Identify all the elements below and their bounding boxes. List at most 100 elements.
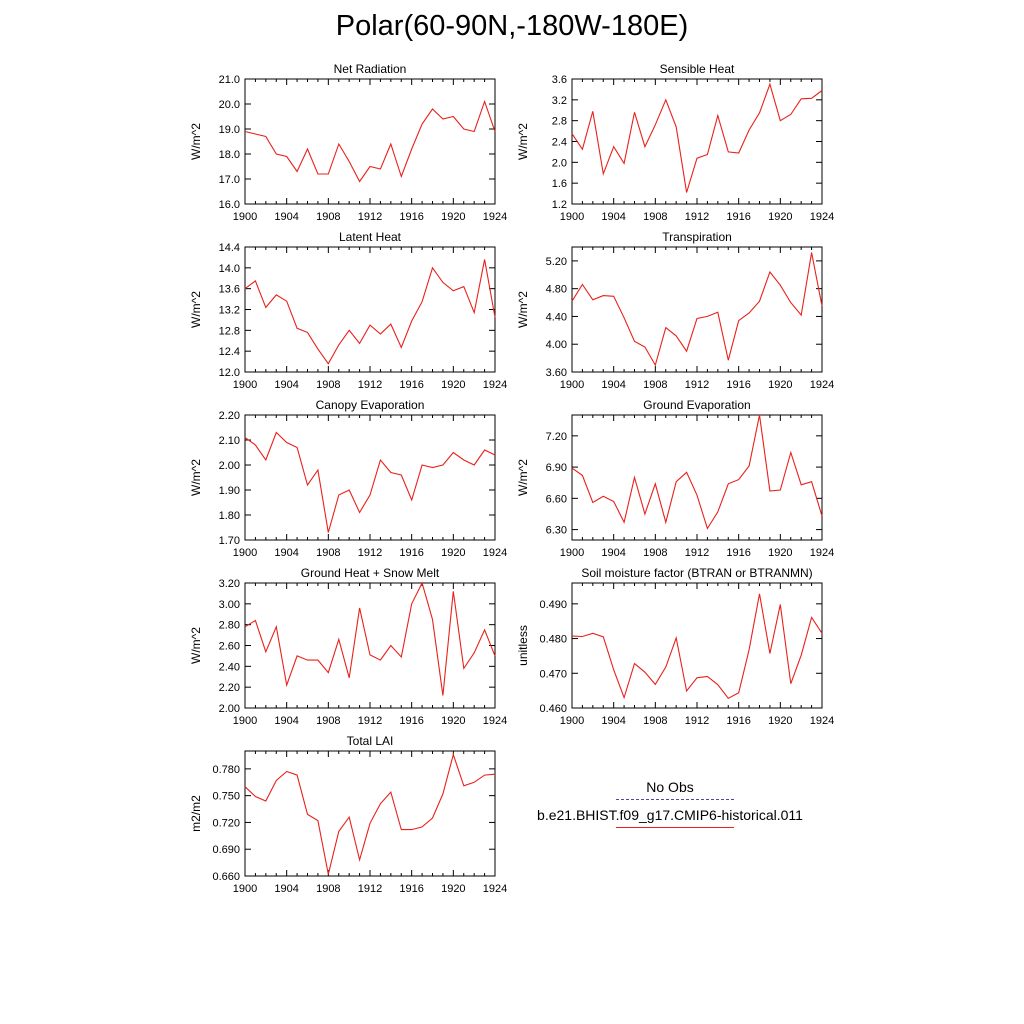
y-tick-label: 0.750 <box>212 791 240 803</box>
x-tick-label: 1924 <box>483 379 507 391</box>
panel-title: Soil moisture factor (BTRAN or BTRANMN) <box>581 566 812 580</box>
x-tick-label: 1912 <box>358 379 382 391</box>
y-tick-label: 14.4 <box>219 242 240 254</box>
page-title: Polar(60-90N,-180W-180E) <box>335 10 689 42</box>
y-tick-label: 3.20 <box>219 578 240 590</box>
y-tick-label: 5.20 <box>546 256 567 268</box>
x-tick-label: 1900 <box>233 883 257 895</box>
x-tick-label: 1924 <box>810 211 834 223</box>
x-tick-label: 1912 <box>685 211 709 223</box>
series-line-1 <box>244 99 496 183</box>
plot-frame <box>244 78 496 205</box>
chart-panel-2: Sensible Heat W/m^2 1900 1904 1908 1912 1916 19… <box>516 62 834 223</box>
series-line-1 <box>571 82 823 193</box>
plot-frame <box>571 414 823 541</box>
legend-entry-obs: No Obs <box>530 778 810 805</box>
x-tick-label: 1924 <box>483 211 507 223</box>
series-line-1 <box>571 593 823 700</box>
x-tick-label: 1916 <box>726 379 750 391</box>
x-tick-label: 1908 <box>316 211 340 223</box>
legend-swatch-model <box>616 827 734 828</box>
x-tick-label: 1916 <box>399 715 423 727</box>
series-line-1 <box>571 414 823 530</box>
x-tick-label: 1912 <box>685 379 709 391</box>
y-tick-label: 3.6 <box>552 74 567 86</box>
x-tick-label: 1904 <box>601 547 625 559</box>
x-tick-label: 1920 <box>441 379 465 391</box>
y-tick-label: 13.2 <box>219 305 240 317</box>
y-tick-label: 1.6 <box>552 178 567 190</box>
plot-frame <box>244 582 496 709</box>
y-axis-label: W/m^2 <box>189 627 203 664</box>
y-tick-label: 6.30 <box>546 525 567 537</box>
x-tick-label: 1904 <box>601 379 625 391</box>
x-tick-label: 1916 <box>399 379 423 391</box>
chart-panel-5: Canopy Evaporation W/m^2 1900 1904 1908 1912 1… <box>189 398 507 559</box>
x-tick-label: 1916 <box>399 547 423 559</box>
y-tick-label: 16.0 <box>219 199 240 211</box>
x-tick-label: 1916 <box>726 715 750 727</box>
x-tick-label: 1900 <box>233 547 257 559</box>
y-tick-label: 4.40 <box>546 311 567 323</box>
y-axis-label: W/m^2 <box>189 291 203 328</box>
x-tick-label: 1904 <box>274 211 298 223</box>
panel-title: Latent Heat <box>339 230 402 244</box>
x-tick-label: 1900 <box>233 379 257 391</box>
y-tick-label: 2.20 <box>219 682 240 694</box>
y-tick-label: 2.60 <box>219 641 240 653</box>
x-tick-label: 1924 <box>810 715 834 727</box>
y-tick-label: 13.6 <box>219 284 240 296</box>
series-line-1 <box>571 252 823 367</box>
x-tick-label: 1908 <box>316 547 340 559</box>
y-tick-label: 6.60 <box>546 493 567 505</box>
x-tick-label: 1920 <box>441 547 465 559</box>
x-tick-label: 1904 <box>601 211 625 223</box>
y-tick-label: 0.470 <box>539 668 567 680</box>
x-tick-label: 1916 <box>726 211 750 223</box>
x-tick-label: 1912 <box>358 211 382 223</box>
x-tick-label: 1904 <box>274 715 298 727</box>
x-tick-label: 1916 <box>726 547 750 559</box>
x-tick-label: 1924 <box>483 547 507 559</box>
x-tick-label: 1920 <box>441 883 465 895</box>
legend-swatch-obs <box>616 799 734 800</box>
x-tick-label: 1920 <box>768 379 792 391</box>
panel-title: Sensible Heat <box>660 62 735 76</box>
y-tick-label: 0.460 <box>539 703 567 715</box>
y-tick-label: 0.480 <box>539 634 567 646</box>
y-axis-label: W/m^2 <box>189 459 203 496</box>
y-tick-label: 4.80 <box>546 284 567 296</box>
y-tick-label: 4.00 <box>546 339 567 351</box>
y-tick-label: 20.0 <box>219 99 240 111</box>
y-tick-label: 21.0 <box>219 74 240 86</box>
series-line-1 <box>244 581 496 696</box>
panel-title: Ground Heat + Snow Melt <box>301 566 440 580</box>
chart-panel-3: Latent Heat W/m^2 1900 1904 1908 1912 1916 1920… <box>189 230 507 391</box>
y-tick-label: 2.0 <box>552 157 567 169</box>
y-tick-label: 2.8 <box>552 116 567 128</box>
y-axis-label: W/m^2 <box>516 123 530 160</box>
legend: No Obs b.e21.BHIST.f09_g17.CMIP6-histori… <box>530 778 810 833</box>
y-tick-label: 2.4 <box>552 137 567 149</box>
x-tick-label: 1908 <box>316 379 340 391</box>
x-tick-label: 1908 <box>643 715 667 727</box>
x-tick-label: 1924 <box>483 715 507 727</box>
x-tick-label: 1916 <box>399 883 423 895</box>
x-tick-label: 1904 <box>601 715 625 727</box>
y-tick-label: 17.0 <box>219 174 240 186</box>
x-tick-label: 1912 <box>358 883 382 895</box>
y-axis-label: m2/m2 <box>189 795 203 832</box>
y-axis-label: W/m^2 <box>189 123 203 160</box>
x-tick-label: 1900 <box>560 715 584 727</box>
x-tick-label: 1924 <box>483 883 507 895</box>
chart-panel-7: Ground Heat + Snow Melt W/m^2 1900 1904 1908… <box>189 566 507 727</box>
y-tick-label: 2.40 <box>219 661 240 673</box>
x-tick-label: 1924 <box>810 547 834 559</box>
y-tick-label: 2.00 <box>219 460 240 472</box>
y-axis-label: W/m^2 <box>516 459 530 496</box>
x-tick-label: 1920 <box>441 211 465 223</box>
x-tick-label: 1900 <box>560 547 584 559</box>
series-line-1 <box>244 752 496 875</box>
panel-title: Net Radiation <box>334 62 407 76</box>
x-tick-label: 1908 <box>316 715 340 727</box>
